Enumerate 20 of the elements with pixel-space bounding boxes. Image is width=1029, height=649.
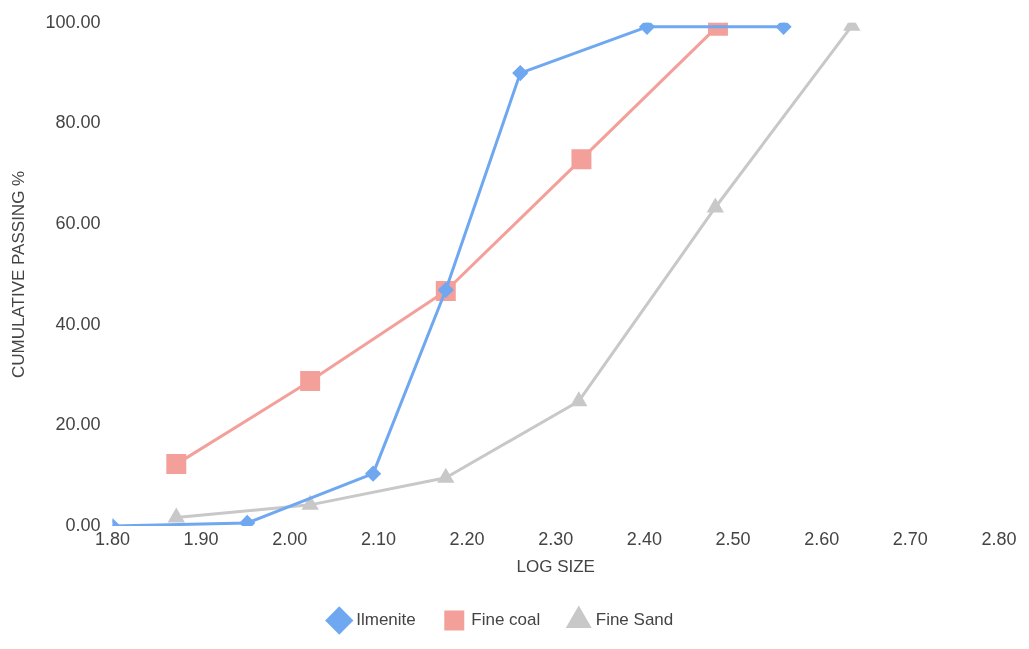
x-tick-label: 2.00 [272, 528, 308, 549]
x-tick-label: 1.90 [183, 528, 219, 549]
x-tick-label: 2.10 [360, 528, 396, 549]
legend-label: Fine coal [471, 610, 541, 630]
y-tick-label: 20.00 [55, 414, 101, 435]
legend-label: Fine Sand [595, 610, 674, 630]
x-tick-label: 2.40 [626, 528, 662, 549]
x-axis-title: LOG SIZE [516, 557, 595, 577]
y-tick-label: 100.00 [45, 11, 101, 32]
x-tick-label: 2.80 [981, 528, 1017, 549]
y-tick-label: 60.00 [55, 213, 101, 234]
legend-label: Ilmenite [356, 610, 416, 630]
x-tick-label: 2.20 [449, 528, 485, 549]
y-axis-title: CUMULATIVE PASSING % [8, 170, 28, 378]
x-tick-label: 2.70 [892, 528, 928, 549]
y-tick-label: 80.00 [55, 112, 101, 133]
y-tick-label: 40.00 [55, 313, 101, 334]
x-tick-label: 2.60 [804, 528, 840, 549]
x-tick-label: 2.30 [538, 528, 574, 549]
x-tick-label: 2.50 [715, 528, 751, 549]
